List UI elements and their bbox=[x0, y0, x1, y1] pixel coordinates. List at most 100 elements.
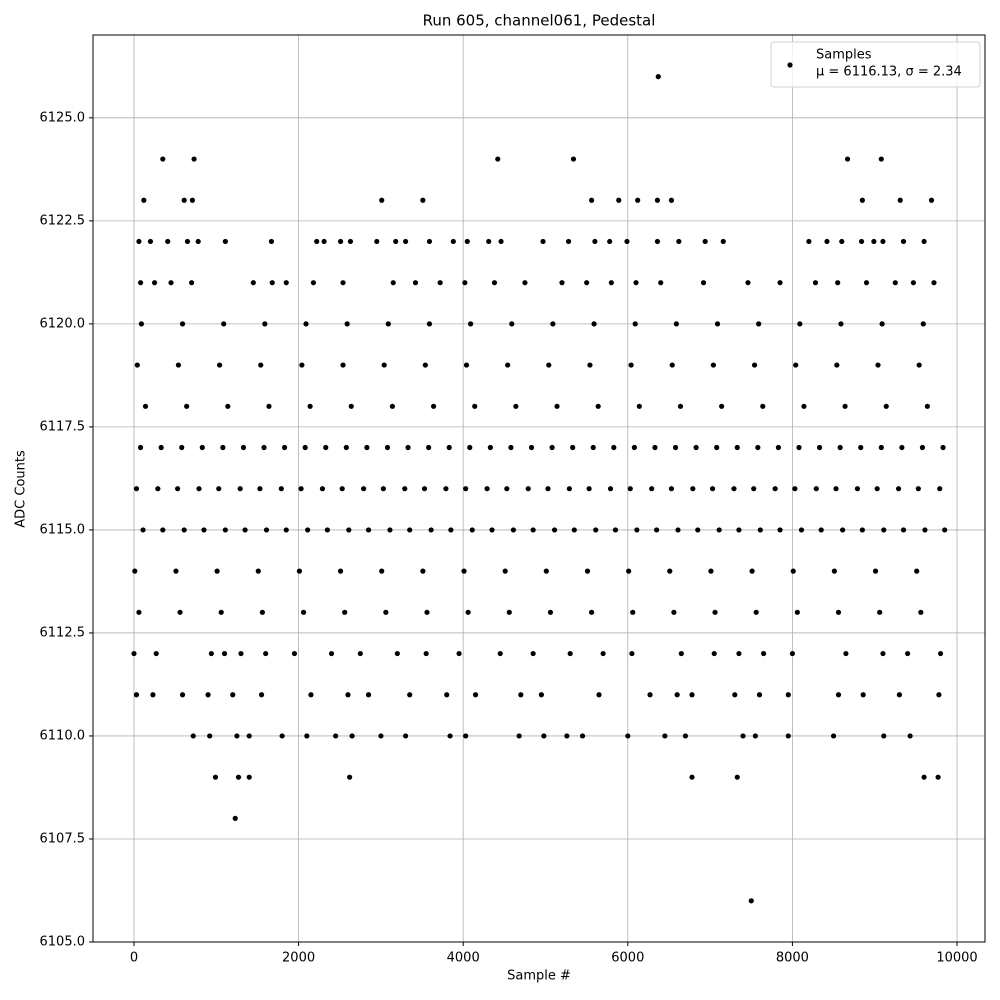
data-point bbox=[785, 692, 791, 698]
data-point bbox=[859, 527, 865, 533]
data-point bbox=[340, 280, 346, 286]
data-point bbox=[543, 568, 549, 574]
data-point bbox=[593, 527, 599, 533]
data-point bbox=[486, 238, 492, 245]
data-point bbox=[402, 486, 408, 492]
data-point bbox=[246, 733, 252, 739]
data-point bbox=[842, 403, 848, 409]
data-point bbox=[671, 609, 677, 615]
data-point bbox=[880, 238, 886, 245]
data-point bbox=[153, 650, 159, 657]
data-point bbox=[714, 444, 720, 451]
data-point bbox=[924, 403, 930, 409]
data-point bbox=[380, 486, 386, 492]
data-point bbox=[668, 197, 675, 203]
data-point bbox=[179, 444, 185, 451]
data-point bbox=[631, 444, 637, 451]
data-point bbox=[258, 362, 264, 368]
data-point bbox=[489, 527, 495, 533]
data-point bbox=[347, 774, 353, 780]
data-point bbox=[497, 650, 503, 657]
data-point bbox=[677, 403, 684, 409]
data-point bbox=[310, 280, 317, 286]
data-point bbox=[237, 486, 243, 492]
data-point bbox=[716, 527, 722, 533]
data-point bbox=[509, 321, 515, 327]
data-point bbox=[675, 527, 681, 533]
data-point bbox=[586, 486, 592, 492]
data-point bbox=[263, 527, 270, 533]
data-point bbox=[751, 362, 758, 368]
data-point bbox=[895, 486, 902, 492]
data-point bbox=[710, 362, 717, 368]
data-point bbox=[647, 692, 653, 698]
data-point bbox=[874, 486, 880, 492]
data-point bbox=[462, 280, 468, 286]
data-point bbox=[390, 280, 396, 286]
data-point bbox=[818, 527, 824, 533]
data-point bbox=[300, 609, 307, 615]
data-point bbox=[463, 486, 469, 492]
data-point bbox=[793, 362, 799, 368]
data-point bbox=[634, 527, 640, 533]
data-point bbox=[899, 444, 905, 451]
data-point bbox=[463, 362, 470, 368]
data-point bbox=[627, 486, 633, 492]
data-point bbox=[652, 444, 658, 451]
data-point bbox=[734, 774, 740, 780]
data-point bbox=[540, 238, 546, 245]
data-point bbox=[337, 568, 344, 574]
data-point bbox=[282, 444, 288, 451]
data-point bbox=[881, 733, 887, 739]
plot-frame bbox=[92, 34, 986, 943]
y-tick-label: 6107.5 bbox=[40, 831, 86, 846]
data-point bbox=[383, 609, 389, 615]
data-point bbox=[346, 527, 352, 533]
data-point bbox=[160, 156, 166, 162]
data-point bbox=[235, 774, 242, 780]
data-point bbox=[314, 238, 320, 245]
data-point bbox=[530, 650, 536, 657]
data-point bbox=[689, 692, 695, 698]
data-point bbox=[636, 403, 642, 409]
data-point bbox=[238, 650, 244, 657]
data-point bbox=[838, 321, 844, 327]
data-point bbox=[714, 321, 721, 327]
data-point bbox=[444, 692, 450, 698]
data-point bbox=[201, 527, 207, 533]
data-point bbox=[296, 568, 303, 574]
data-point bbox=[387, 527, 393, 533]
data-point bbox=[607, 238, 613, 245]
data-point bbox=[381, 362, 387, 368]
data-point bbox=[412, 280, 419, 286]
data-point bbox=[863, 280, 870, 286]
data-point bbox=[463, 733, 469, 739]
data-point bbox=[708, 568, 714, 574]
data-point bbox=[168, 280, 174, 286]
data-point bbox=[918, 609, 924, 615]
data-point bbox=[142, 403, 149, 409]
data-point bbox=[394, 650, 400, 657]
data-point bbox=[844, 156, 851, 162]
data-point bbox=[595, 403, 601, 409]
data-point bbox=[736, 527, 742, 533]
data-point bbox=[447, 733, 453, 739]
data-point bbox=[565, 238, 572, 245]
data-point bbox=[554, 403, 560, 409]
y-tick-label: 6125.0 bbox=[40, 110, 86, 125]
data-point bbox=[221, 321, 227, 327]
data-point bbox=[834, 362, 840, 368]
x-tick-label: 4000 bbox=[447, 951, 480, 966]
data-point bbox=[878, 444, 884, 451]
data-point bbox=[910, 280, 916, 286]
data-point bbox=[813, 486, 819, 492]
data-point bbox=[830, 733, 837, 739]
data-point bbox=[216, 362, 223, 368]
data-point bbox=[389, 403, 396, 409]
data-point bbox=[550, 321, 556, 327]
data-point bbox=[461, 568, 467, 574]
data-point bbox=[736, 650, 742, 657]
data-point bbox=[469, 527, 475, 533]
data-point bbox=[446, 444, 452, 451]
data-point bbox=[263, 650, 269, 657]
